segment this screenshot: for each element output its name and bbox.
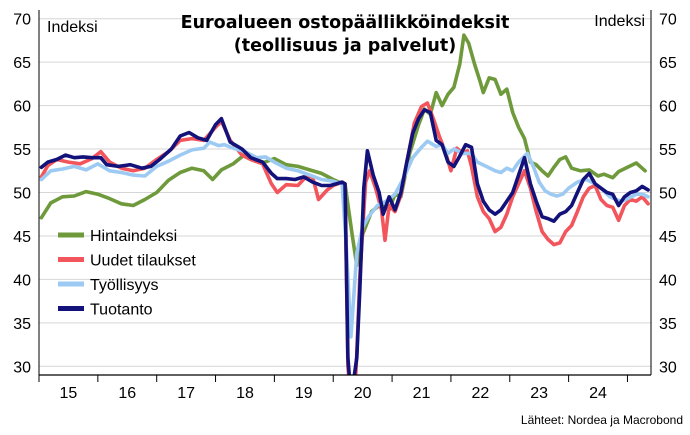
ytick-right-label: 40 [659, 272, 677, 289]
ytick-right-label: 35 [659, 316, 677, 333]
xtick-label: 18 [236, 385, 254, 402]
xtick-label: 20 [354, 385, 372, 402]
source-note: Lähteet: Nordea ja Macrobond [521, 413, 683, 427]
ytick-left-label: 70 [13, 12, 31, 29]
ytick-right-label: 30 [659, 359, 677, 376]
ytick-left-label: 60 [13, 99, 31, 116]
legend-label: Työllisyys [90, 277, 158, 294]
series-lines [39, 33, 650, 375]
series-line-3 [39, 139, 650, 339]
xtick-label: 23 [530, 385, 548, 402]
y-axis-left-label: Indeksi [47, 19, 98, 36]
ytick-left-label: 30 [13, 359, 31, 376]
y-axis-right-ticks: 30 35 40 45 50 55 60 65 70 [659, 12, 677, 377]
series-line-4 [39, 108, 650, 375]
xtick-label: 19 [295, 385, 313, 402]
ytick-right-label: 65 [659, 55, 677, 72]
ytick-right-label: 60 [659, 99, 677, 116]
legend-label: Hintaindeksi [90, 228, 177, 245]
xtick-label: 17 [177, 385, 195, 402]
y-axis-right-label: Indeksi [594, 13, 645, 30]
ytick-right-label: 45 [659, 229, 677, 246]
xtick-label: 24 [589, 385, 607, 402]
xtick-label: 22 [471, 385, 489, 402]
ytick-right-label: 70 [659, 12, 677, 29]
xtick-label: 21 [413, 385, 431, 402]
y-axis-left-ticks: 30 35 40 45 50 55 60 65 70 [13, 12, 31, 377]
chart-title-line1: Euroalueen ostopäällikköindeksit [181, 13, 510, 33]
axes [38, 10, 652, 382]
ytick-left-label: 65 [13, 55, 31, 72]
xtick-label: 15 [60, 385, 78, 402]
x-axis-ticks: 15 16 17 18 19 20 21 22 23 24 [60, 385, 608, 402]
ytick-left-label: 35 [13, 316, 31, 333]
legend-label: Tuotanto [90, 302, 153, 319]
legend: Hintaindeksi Uudet tilaukset Työllisyys Tuo… [58, 228, 196, 319]
xtick-label: 16 [118, 385, 136, 402]
ytick-left-label: 50 [13, 186, 31, 203]
ytick-left-label: 55 [13, 142, 31, 159]
legend-label: Uudet tilaukset [90, 253, 196, 270]
ytick-right-label: 50 [659, 186, 677, 203]
ytick-right-label: 55 [659, 142, 677, 159]
ytick-left-label: 40 [13, 272, 31, 289]
ytick-left-label: 45 [13, 229, 31, 246]
chart-title-line2: (teollisuus ja palvelut) [234, 36, 456, 56]
